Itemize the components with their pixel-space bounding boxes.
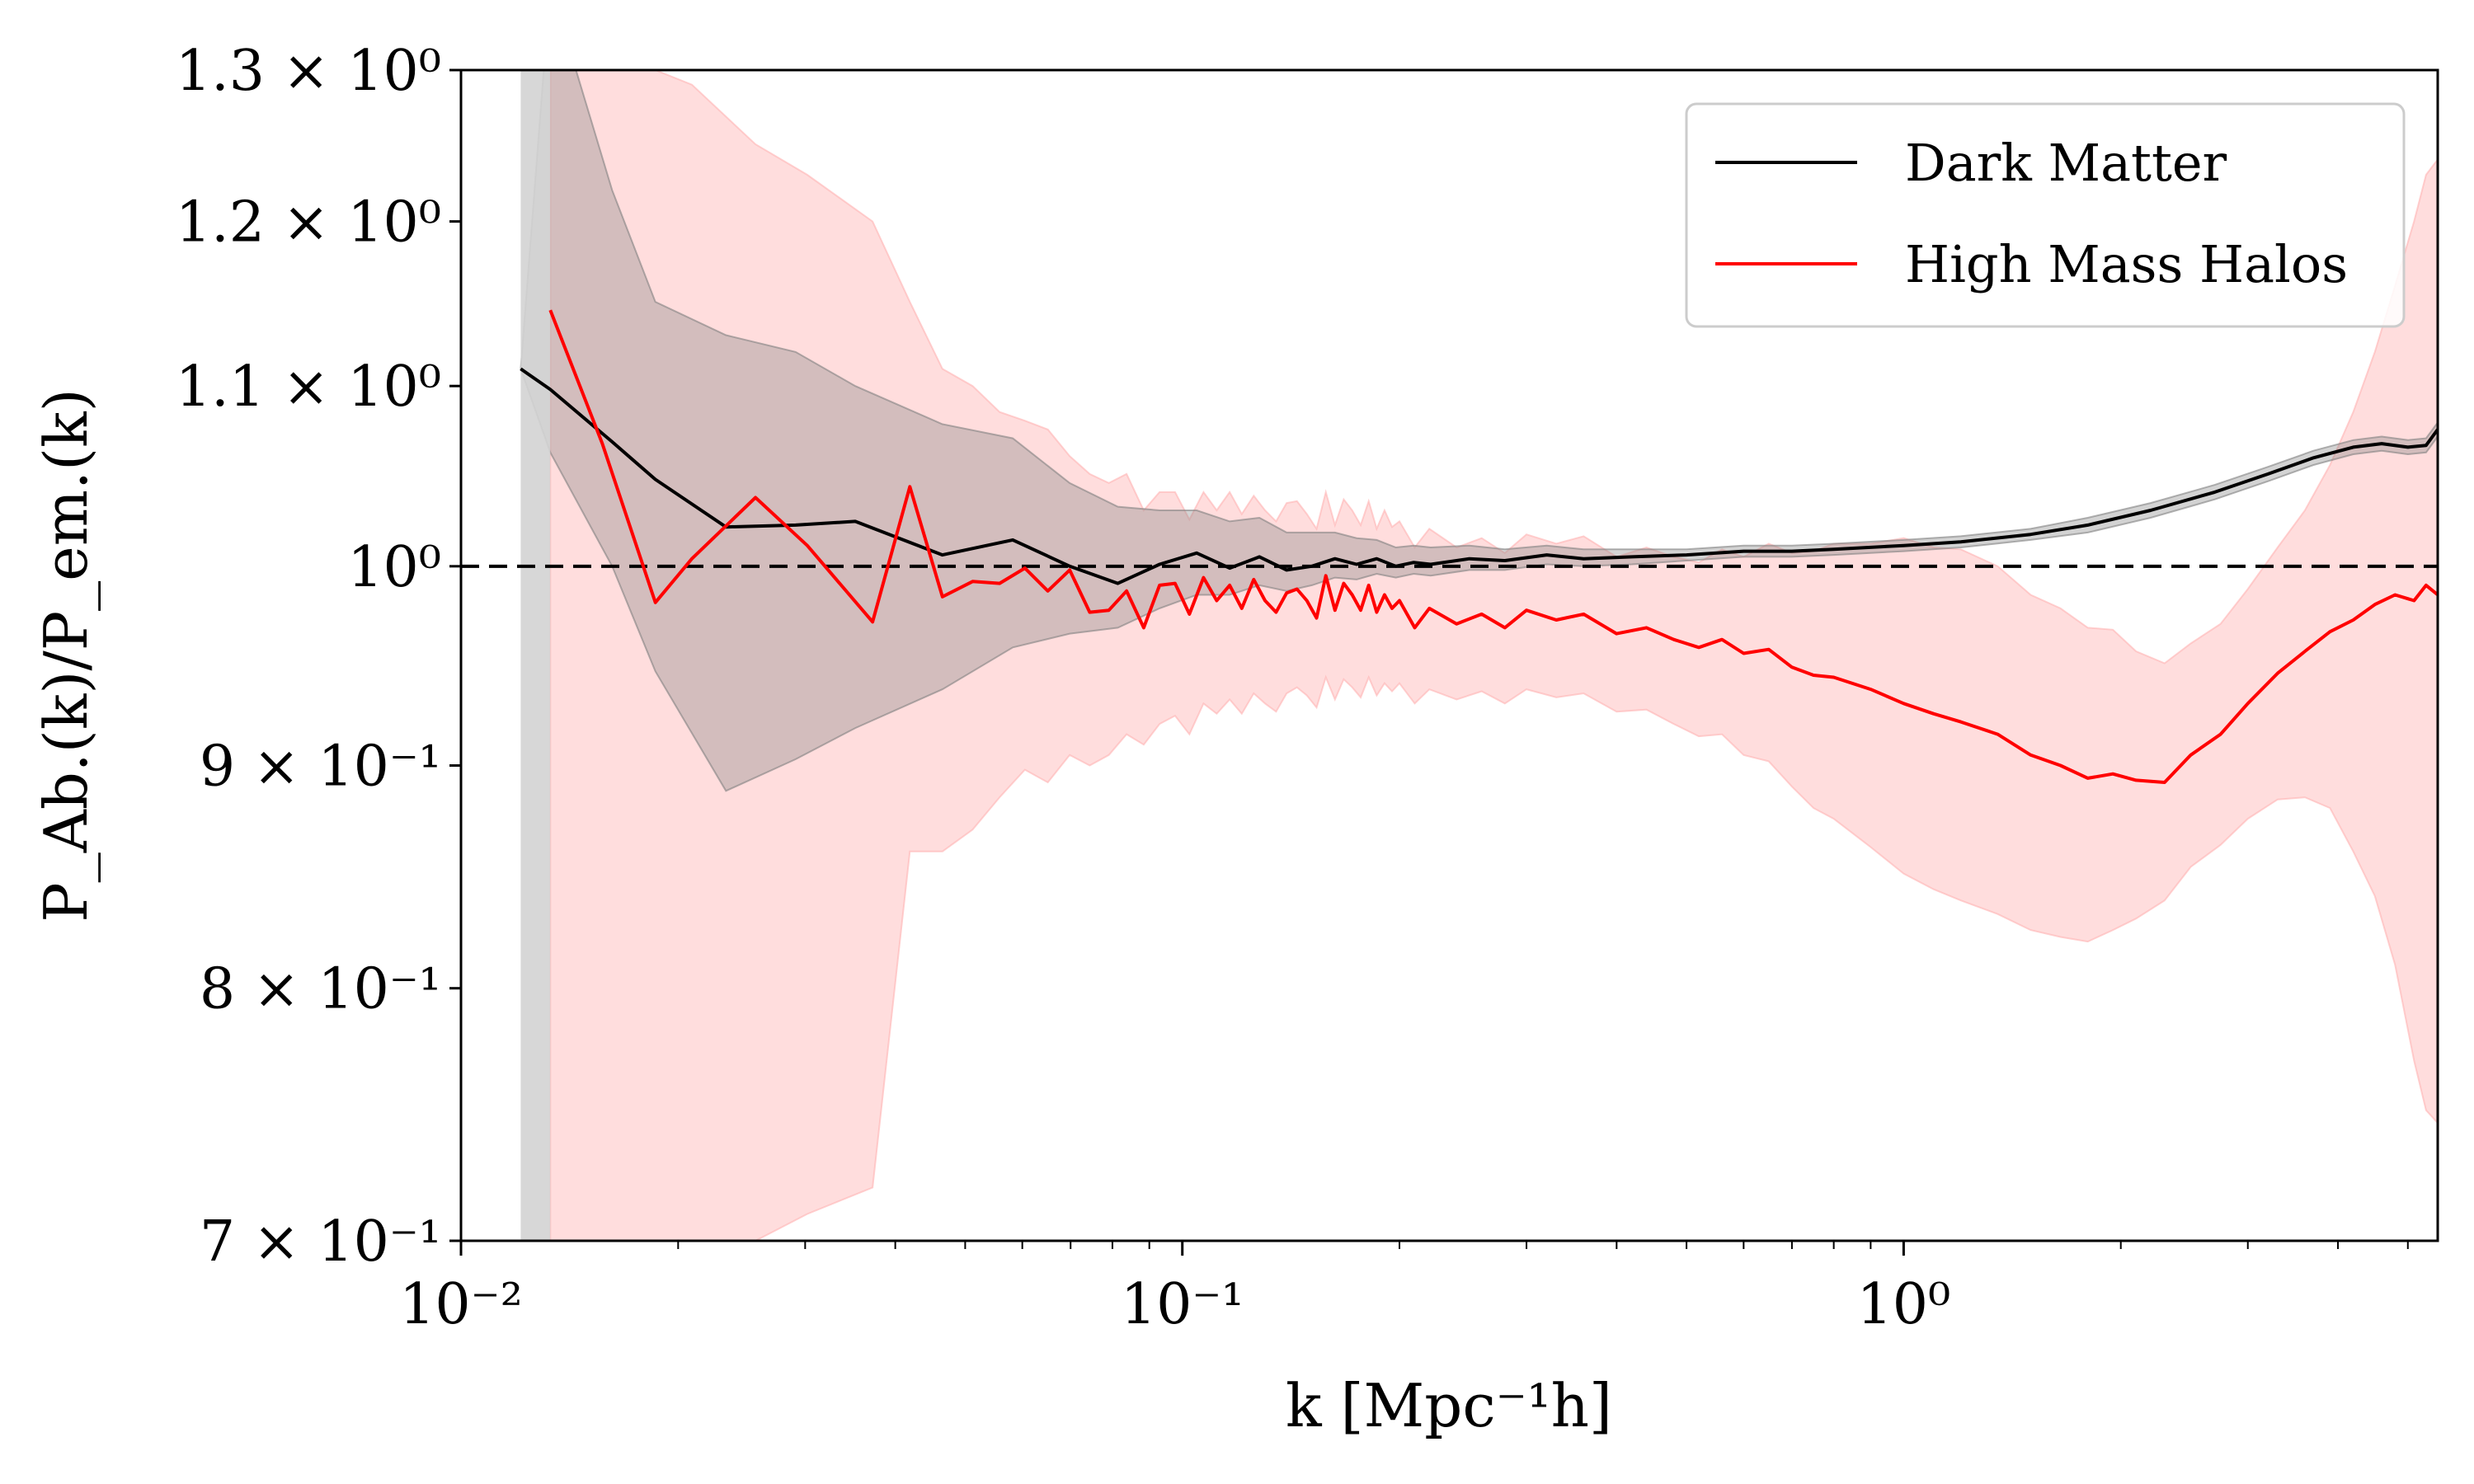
- legend-box: [1685, 102, 2406, 328]
- y-tick-label: 1.3 × 10⁰: [176, 39, 441, 104]
- vertical-band-group: [520, 70, 551, 1241]
- y-axis-label: P_Ab.(k)/P_em.(k): [31, 388, 101, 923]
- x-tick-label: 10⁰: [1857, 1272, 1951, 1337]
- y-tick-label: 10⁰: [347, 535, 441, 600]
- series-line-high-mass-halos: [548, 309, 2438, 784]
- band-dark-matter: [520, 70, 2438, 792]
- series-line-dark-matter: [520, 367, 2438, 585]
- legend: Dark Matter High Mass Halos: [1685, 102, 2406, 328]
- y-tick-label: 1.1 × 10⁰: [176, 355, 441, 420]
- band-high-mass-halos: [549, 70, 2438, 1241]
- y-tick-label: 1.2 × 10⁰: [176, 190, 441, 256]
- x-tick-label: 10⁻¹: [1121, 1272, 1244, 1337]
- legend-label-high-mass-halos: High Mass Halos: [1905, 234, 2348, 294]
- series-lines: [520, 309, 2438, 784]
- shaded-vertical-band: [520, 70, 551, 1241]
- y-tick-label: 7 × 10⁻¹: [200, 1209, 441, 1275]
- x-tick-label: 10⁻²: [399, 1272, 523, 1337]
- legend-label-dark-matter: Dark Matter: [1905, 133, 2227, 193]
- plot-frame: [459, 68, 2439, 1242]
- y-axis: 7 × 10⁻¹ 8 × 10⁻¹ 9 × 10⁻¹ 10⁰ 1.1 × 10⁰ 1.2 …: [176, 39, 461, 1275]
- confidence-bands: [520, 70, 2438, 1241]
- x-axis: 10⁻² 10⁻¹ 10⁰: [399, 1241, 2409, 1337]
- x-axis-label: k [Mpc⁻¹h]: [1286, 1371, 1612, 1440]
- y-tick-label: 8 × 10⁻¹: [200, 957, 441, 1022]
- y-tick-label: 9 × 10⁻¹: [200, 735, 441, 800]
